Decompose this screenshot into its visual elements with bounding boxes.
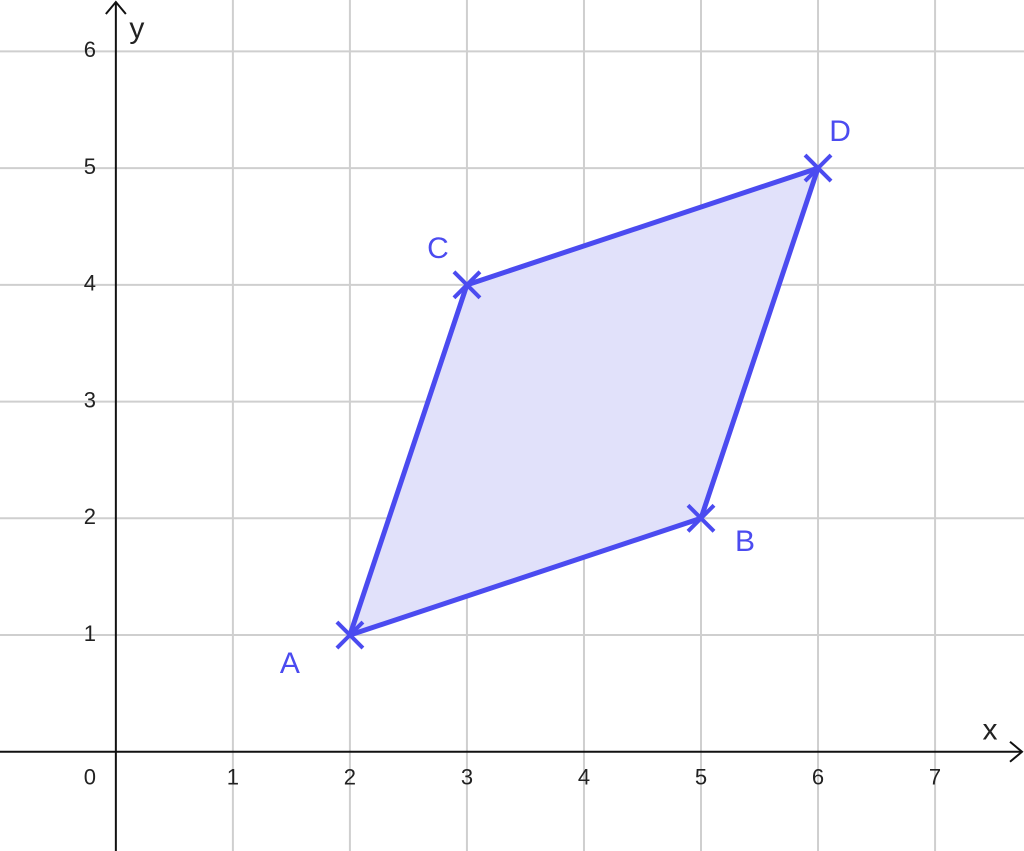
point-marker [452,270,482,300]
y-tick-label: 6 [84,37,96,62]
x-tick-label: 5 [695,765,707,790]
point-marker [803,153,833,183]
shape-layer [335,153,833,650]
point-label: B [735,525,755,558]
x-tick-label: 6 [812,765,824,790]
x-tick-label: 1 [227,765,239,790]
point-label: C [427,232,449,265]
y-tick-label: 5 [84,154,96,179]
x-tick-label: 3 [461,765,473,790]
label-layer: 0 1 2 3 4 5 6 7 1 2 3 4 5 6 x y A B D C [84,12,998,790]
y-tick-label: 3 [84,387,96,412]
y-tick-label: 2 [84,504,96,529]
point-label: A [280,647,300,680]
point-marker [686,503,716,533]
y-tick-label: 1 [84,621,96,646]
point-marker [335,620,365,650]
y-tick-label: 4 [84,271,96,296]
y-axis-label: y [129,12,144,45]
x-axis-arrow [1009,741,1024,763]
x-tick-label: 2 [344,765,356,790]
point-label: D [829,115,851,148]
x-tick-label: 0 [84,765,96,790]
x-axis-label: x [983,714,998,747]
x-tick-label: 4 [578,765,590,790]
y-axis-arrow [105,0,127,15]
x-tick-label: 7 [929,765,941,790]
